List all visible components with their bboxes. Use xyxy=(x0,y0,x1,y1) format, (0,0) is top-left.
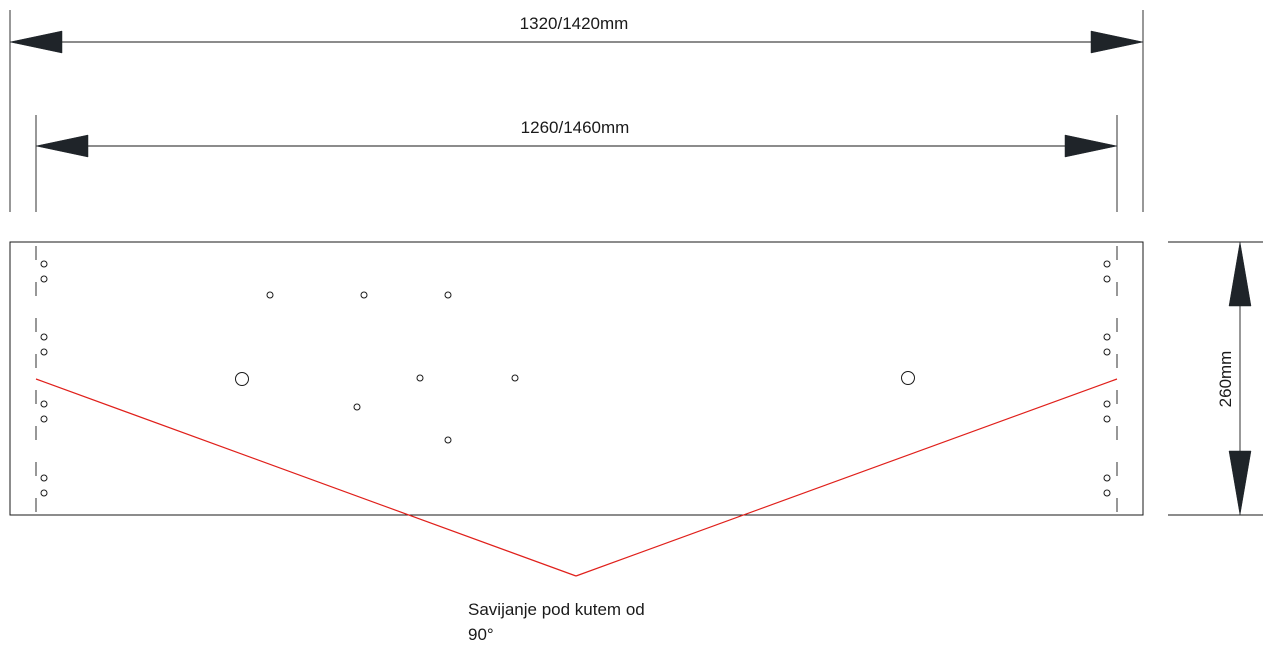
overall-left-arrowhead xyxy=(9,30,63,54)
large-hole-left xyxy=(235,372,249,386)
plate-outline xyxy=(9,241,1144,516)
hole xyxy=(40,474,48,482)
hole xyxy=(40,400,48,408)
inner-width-dimension: 1260/1460mm xyxy=(35,115,1118,212)
hole xyxy=(1103,348,1111,356)
small-hole xyxy=(444,436,452,444)
hole xyxy=(1103,333,1111,341)
small-hole xyxy=(416,374,424,382)
bend-annotation-leader xyxy=(35,378,1118,577)
hole xyxy=(1103,474,1111,482)
bend-note-line-1: Savijanje pod kutem od xyxy=(468,600,645,619)
hole xyxy=(40,333,48,341)
hole xyxy=(1103,400,1111,408)
small-hole xyxy=(266,291,274,299)
hole xyxy=(40,260,48,268)
left-edge-holes xyxy=(40,260,48,497)
height-bottom-arrowhead xyxy=(1228,450,1252,516)
large-hole-right xyxy=(901,371,915,385)
left-leader-line xyxy=(35,378,577,577)
hole xyxy=(40,275,48,283)
inner-width-label: 1260/1460mm xyxy=(521,118,630,137)
height-label: 260mm xyxy=(1216,351,1235,408)
right-edge-holes xyxy=(1103,260,1111,497)
hole xyxy=(40,415,48,423)
hole xyxy=(40,348,48,356)
small-hole xyxy=(353,403,361,411)
overall-width-label: 1320/1420mm xyxy=(520,14,629,33)
height-top-arrowhead xyxy=(1228,241,1252,307)
overall-width-dimension: 1320/1420mm xyxy=(9,10,1144,212)
hole xyxy=(1103,415,1111,423)
small-hole xyxy=(444,291,452,299)
bend-note-line-2: 90° xyxy=(468,625,494,644)
hole xyxy=(40,489,48,497)
height-dimension: 260mm xyxy=(1168,241,1263,516)
hole xyxy=(1103,275,1111,283)
inner-right-arrowhead xyxy=(1064,134,1118,158)
small-hole xyxy=(511,374,519,382)
interior-holes xyxy=(235,291,915,444)
overall-right-arrowhead xyxy=(1090,30,1144,54)
hole xyxy=(1103,260,1111,268)
right-leader-line xyxy=(575,378,1118,577)
small-hole xyxy=(360,291,368,299)
inner-left-arrowhead xyxy=(35,134,89,158)
hole xyxy=(1103,489,1111,497)
